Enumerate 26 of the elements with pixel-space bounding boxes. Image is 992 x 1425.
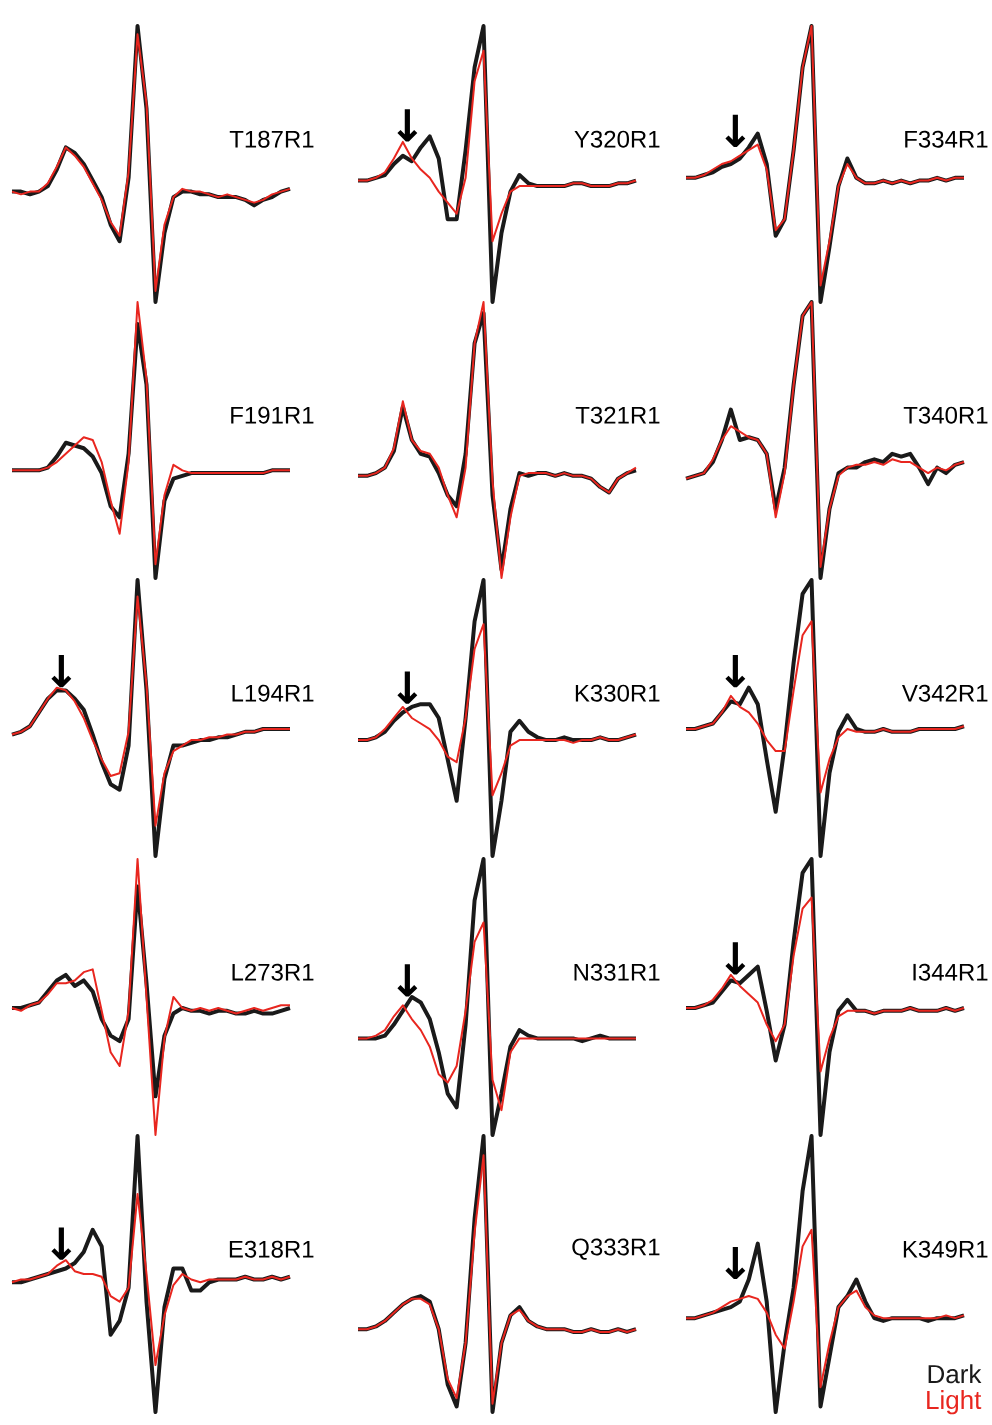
series-label: Dark bbox=[928, 1364, 982, 1384]
text: L194R1 bbox=[232, 684, 314, 702]
text: T340R1 bbox=[903, 406, 988, 424]
text: F191R1 bbox=[231, 406, 314, 424]
annotation: ↓ bbox=[397, 964, 418, 997]
text: I344R1 bbox=[913, 963, 988, 981]
text: K349R1 bbox=[903, 1240, 988, 1258]
text: K330R1 bbox=[575, 684, 660, 702]
annotation: ↓ bbox=[51, 1227, 72, 1260]
text: Q333R1 bbox=[572, 1238, 660, 1260]
text: T321R1 bbox=[575, 406, 660, 424]
text: L273R1 bbox=[232, 963, 314, 981]
annotation: ↓ bbox=[725, 1246, 746, 1280]
text: F334R1 bbox=[905, 130, 988, 148]
annotation: ↓ bbox=[725, 655, 746, 688]
annotation: ↓ bbox=[397, 109, 418, 142]
text: T187R1 bbox=[229, 130, 314, 148]
annotation: ↓ bbox=[725, 114, 746, 148]
text: Light bbox=[927, 1390, 982, 1415]
annotation: ↓ bbox=[725, 942, 746, 975]
text: V342R1 bbox=[901, 684, 988, 702]
annotation: ↓ bbox=[51, 655, 72, 688]
text: E318R1 bbox=[229, 1240, 314, 1258]
annotation: ↓ bbox=[397, 671, 418, 704]
text: Y320R1 bbox=[574, 130, 660, 148]
text: N331R1 bbox=[574, 963, 660, 981]
